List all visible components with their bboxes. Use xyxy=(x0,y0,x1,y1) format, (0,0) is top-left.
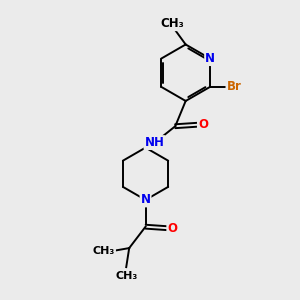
Text: NH: NH xyxy=(145,136,164,149)
Text: CH₃: CH₃ xyxy=(115,271,137,281)
Text: N: N xyxy=(140,194,151,206)
Text: N: N xyxy=(205,52,215,65)
Text: CH₃: CH₃ xyxy=(160,17,184,30)
Text: O: O xyxy=(198,118,208,131)
Text: O: O xyxy=(167,222,177,235)
Text: Br: Br xyxy=(226,80,241,93)
Text: CH₃: CH₃ xyxy=(93,246,115,256)
